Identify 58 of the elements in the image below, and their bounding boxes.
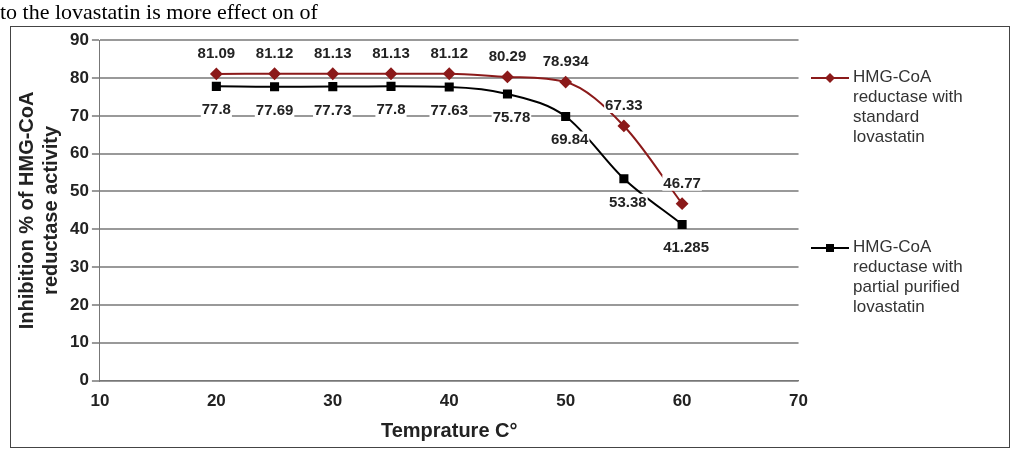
data-label: 67.33 <box>605 95 643 113</box>
x-tick-label: 30 <box>323 391 343 411</box>
point <box>210 67 223 80</box>
point <box>502 89 512 99</box>
point <box>328 82 338 92</box>
x-axis-title: Temprature C° <box>380 418 518 441</box>
data-label: 81.12 <box>255 43 294 61</box>
data-label: 77.73 <box>314 100 352 118</box>
x-tick-label: 20 <box>206 391 226 411</box>
point <box>443 67 456 80</box>
point <box>326 67 339 80</box>
data-label: 41.285 <box>663 238 710 256</box>
data-label: 80.29 <box>488 46 527 64</box>
y-tick-label: 70 <box>69 105 89 125</box>
point <box>619 174 629 184</box>
y-tick-label: 0 <box>79 370 89 390</box>
legend-label: HMG-CoA reductase with standard lovastatin <box>853 67 964 147</box>
point <box>559 76 572 89</box>
data-label: 81.13 <box>372 43 410 61</box>
y-tick-label: 20 <box>69 294 89 314</box>
y-tick-label: 50 <box>69 181 89 201</box>
point <box>385 67 398 80</box>
x-tick-label: 50 <box>556 391 576 411</box>
point <box>270 82 280 92</box>
data-label: 81.12 <box>430 43 468 61</box>
data-label: 78.934 <box>542 52 590 70</box>
data-label: 81.09 <box>197 43 236 61</box>
data-label: 77.63 <box>430 100 468 118</box>
y-tick-label: 60 <box>69 143 89 163</box>
point <box>677 219 687 229</box>
data-label: 75.78 <box>492 107 531 125</box>
point <box>268 67 281 80</box>
data-label: 77.8 <box>376 100 406 118</box>
y-tick-label: 30 <box>69 256 89 276</box>
data-label: 46.77 <box>663 173 701 191</box>
point <box>386 81 396 91</box>
legend-label: HMG-CoA reductase with partial purified lovastatin <box>853 237 964 317</box>
data-label: 77.8 <box>201 100 231 118</box>
x-tick-label: 70 <box>789 391 809 411</box>
y-tick-label: 80 <box>69 67 89 87</box>
data-label: 81.13 <box>314 43 352 61</box>
text: to the lovastatin is more effect on of <box>0 0 318 24</box>
x-tick-label: 40 <box>439 391 459 411</box>
data-label: 53.38 <box>609 192 647 210</box>
x-tick-label: 10 <box>90 391 110 411</box>
point <box>561 111 571 121</box>
data-label: 77.69 <box>255 100 294 118</box>
data-label: 69.84 <box>550 130 590 148</box>
y-tick-label: 90 <box>69 29 89 49</box>
point <box>501 70 514 83</box>
y-axis-title: Inhibition % of HMG-CoA reductase activity <box>14 91 61 330</box>
point <box>444 82 454 92</box>
y-tick-label: 40 <box>69 219 89 238</box>
point <box>617 119 630 132</box>
y-tick-label: 10 <box>69 332 89 352</box>
point <box>211 81 221 91</box>
x-tick-label: 60 <box>672 391 692 411</box>
point <box>676 197 689 210</box>
